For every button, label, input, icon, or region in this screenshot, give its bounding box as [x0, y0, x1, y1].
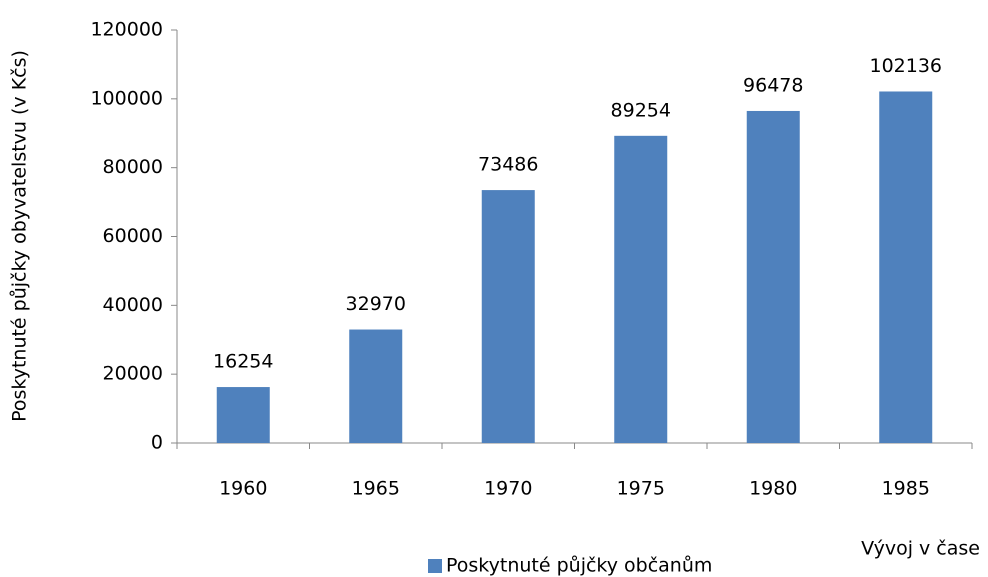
bar [746, 110, 800, 443]
y-tick-label: 100000 [90, 87, 163, 109]
x-tick-label: 1985 [882, 478, 930, 500]
x-axis-label: Vývoj v čase [861, 538, 980, 560]
x-tick-label: 1960 [219, 478, 267, 500]
y-axis-label: Poskytnuté půjčky obyvatelstvu (v Kčs) [9, 50, 31, 422]
x-tick-label: 1970 [484, 478, 532, 500]
legend-swatch [428, 559, 442, 573]
data-label: 102136 [869, 55, 942, 77]
data-label: 73486 [478, 154, 538, 176]
bar [879, 91, 933, 443]
y-tick-label: 0 [151, 432, 163, 454]
y-tick-label: 80000 [103, 156, 163, 178]
data-label: 16254 [213, 351, 273, 373]
data-label: 96478 [743, 74, 803, 96]
x-tick-label: 1965 [352, 478, 400, 500]
data-label: 89254 [611, 99, 671, 121]
x-tick-label: 1980 [749, 478, 797, 500]
y-tick-label: 20000 [103, 363, 163, 385]
data-label: 32970 [346, 293, 406, 315]
y-tick-label: 120000 [90, 19, 163, 41]
y-tick-label: 40000 [103, 294, 163, 316]
bar [481, 190, 535, 443]
bar [614, 135, 668, 443]
bar [216, 387, 270, 443]
y-tick-label: 60000 [103, 225, 163, 247]
bar [349, 329, 403, 443]
x-tick-label: 1975 [617, 478, 665, 500]
legend-label: Poskytnuté půjčky občanům [446, 555, 712, 577]
